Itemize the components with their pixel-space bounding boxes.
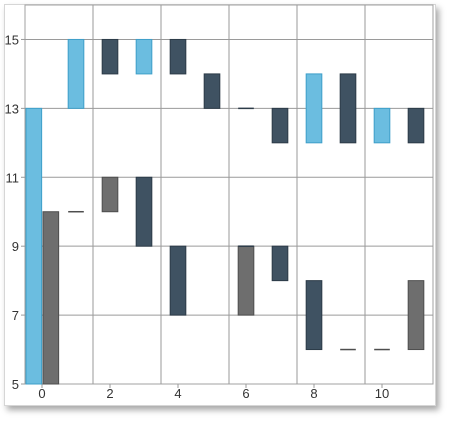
range-bar xyxy=(271,245,289,282)
x-tick-label: 8 xyxy=(310,386,317,401)
tick-labels-layer: 5 7 9 11 13 15 0 2 4 6 8 10 xyxy=(5,32,390,401)
range-bar xyxy=(237,245,255,316)
range-bar xyxy=(407,107,425,144)
range-bar xyxy=(271,107,289,144)
range-bar xyxy=(135,38,153,75)
y-tick-label: 11 xyxy=(6,170,20,185)
x-tick-label: 0 xyxy=(38,386,45,401)
range-bar xyxy=(67,38,85,109)
y-tick-label: 15 xyxy=(5,32,19,47)
range-bar xyxy=(135,176,153,247)
y-tick-label: 9 xyxy=(12,239,19,254)
range-bar xyxy=(373,107,391,144)
range-bar xyxy=(305,73,323,144)
range-bar xyxy=(203,73,221,109)
grid-layer xyxy=(21,4,434,388)
range-bar xyxy=(101,38,119,75)
range-bar xyxy=(169,245,187,316)
y-tick-label: 7 xyxy=(12,308,19,323)
range-bar xyxy=(25,107,43,385)
range-bar xyxy=(339,73,357,144)
range-bar xyxy=(101,176,119,213)
range-bar xyxy=(42,211,60,385)
y-tick-label: 13 xyxy=(5,101,19,116)
x-tick-label: 4 xyxy=(174,386,181,401)
x-tick-label: 10 xyxy=(375,386,389,401)
y-tick-label: 5 xyxy=(12,377,19,392)
x-tick-label: 6 xyxy=(242,386,249,401)
x-tick-label: 2 xyxy=(106,386,113,401)
bars-layer xyxy=(25,38,425,385)
range-bar xyxy=(407,280,425,351)
range-bar xyxy=(305,280,323,351)
range-bar xyxy=(169,38,187,75)
